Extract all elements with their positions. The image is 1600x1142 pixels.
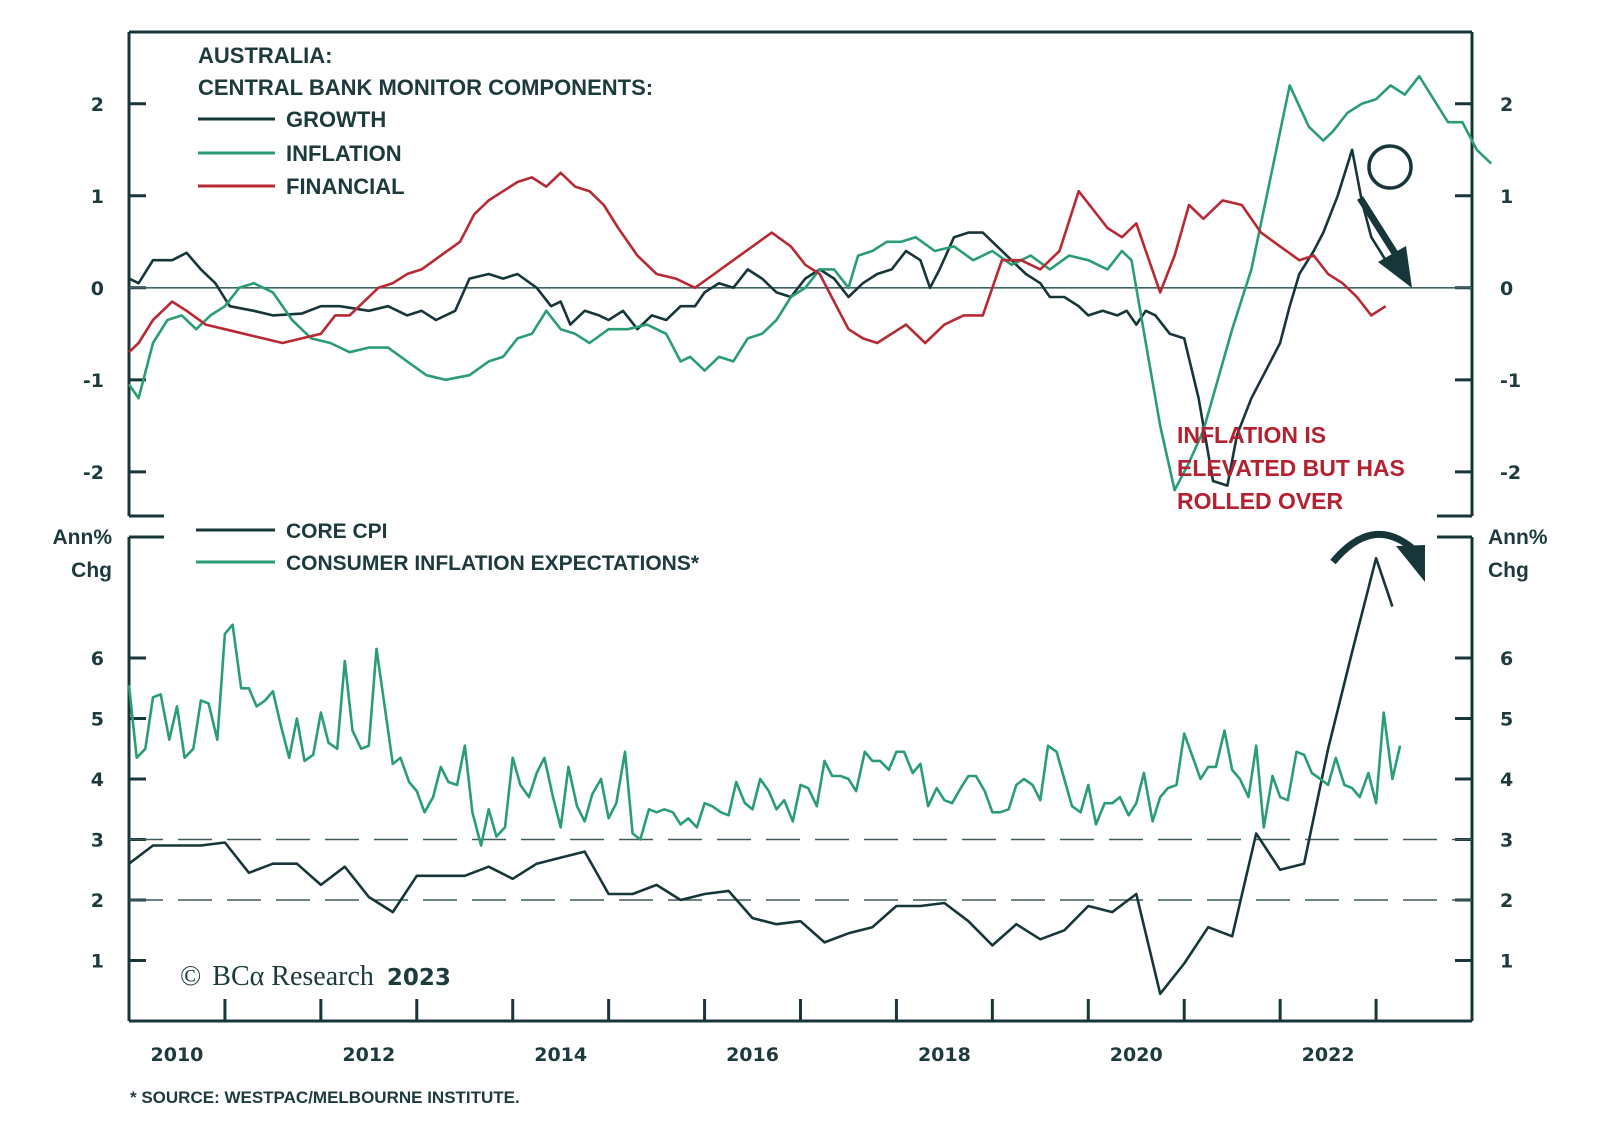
bottom-right-ytick-label: 5 (1500, 709, 1513, 731)
legend-label-growth: GROWTH (286, 107, 386, 132)
tick-labels: 2 2 1 1 0 0 -1 -1 -2 -2 6 6 5 5 4 4 3 3 2 2 1 1 2010 2012 2014 20… (83, 94, 1521, 1066)
copyright-brand: BCα Research (212, 961, 374, 992)
top-left-ytick-label: -1 (83, 370, 104, 392)
down-arrow-icon (1357, 196, 1412, 288)
legend-top: AUSTRALIA: CENTRAL BANK MONITOR COMPONEN… (198, 43, 653, 199)
legend-label-inflation: INFLATION (286, 141, 402, 166)
series-lines (127, 74, 1493, 996)
top-left-ytick-label: -2 (83, 462, 104, 484)
series-financial (128, 171, 1387, 354)
x-tick-label: 2020 (1110, 1044, 1163, 1066)
annotation-line-3: ROLLED OVER (1177, 488, 1344, 514)
bottom-left-ytick-label: 1 (91, 951, 104, 973)
x-tick-label: 2022 (1302, 1044, 1355, 1066)
copyright-year: 2023 (387, 965, 451, 991)
left-axis-unit-line2: Chg (71, 559, 112, 582)
footnote: * SOURCE: WESTPAC/MELBOURNE INSTITUTE. (130, 1088, 520, 1107)
highlight-circle-icon (1367, 144, 1413, 190)
bottom-right-ytick-label: 6 (1500, 648, 1513, 670)
axis-ticks (129, 102, 1472, 1021)
bottom-left-ytick-label: 6 (91, 648, 104, 670)
bottom-right-ytick-label: 4 (1500, 769, 1513, 791)
legend-label-consumer-expectations: CONSUMER INFLATION EXPECTATIONS* (286, 552, 700, 575)
top-left-ytick-label: 1 (91, 186, 104, 208)
series-inflation (127, 74, 1493, 492)
rollover-arrow-icon (1330, 531, 1425, 582)
annotation-line-2: ELEVATED BUT HAS (1177, 455, 1405, 481)
legend-bottom: CORE CPI CONSUMER INFLATION EXPECTATIONS… (196, 520, 700, 575)
bottom-right-ytick-label: 2 (1500, 890, 1513, 912)
bottom-right-ytick-label: 3 (1500, 830, 1513, 852)
chart-subtitle: CENTRAL BANK MONITOR COMPONENTS: (198, 75, 653, 100)
legend-label-core-cpi: CORE CPI (286, 520, 388, 543)
bottom-right-ytick-label: 1 (1500, 951, 1513, 973)
series-consumer-inflation-expectations (127, 623, 1402, 847)
bottom-left-ytick-label: 2 (91, 890, 104, 912)
top-left-ytick-label: 2 (91, 94, 104, 116)
bottom-left-ytick-label: 3 (91, 830, 104, 852)
top-right-ytick-label: 2 (1500, 94, 1513, 116)
series-growth (128, 148, 1393, 487)
copyright-symbol: © (180, 961, 201, 992)
copyright: © BCα Research 2023 (180, 961, 451, 992)
left-axis-unit-line1: Ann% (53, 526, 113, 549)
x-tick-label: 2010 (151, 1044, 204, 1066)
top-right-ytick-label: -1 (1500, 370, 1521, 392)
annotation: INFLATION IS ELEVATED BUT HAS ROLLED OVE… (1177, 422, 1405, 514)
chart-title: AUSTRALIA: (198, 43, 332, 68)
series-core-cpi (128, 556, 1394, 996)
annotation-line-1: INFLATION IS (1177, 422, 1326, 448)
x-tick-label: 2012 (342, 1044, 395, 1066)
x-tick-label: 2014 (534, 1044, 587, 1066)
top-right-ytick-label: -2 (1500, 462, 1521, 484)
top-left-ytick-label: 0 (91, 278, 104, 300)
right-axis-unit-line1: Ann% (1488, 526, 1548, 549)
reference-lines (129, 287, 1472, 901)
bottom-left-ytick-label: 5 (91, 709, 104, 731)
top-right-ytick-label: 0 (1500, 278, 1513, 300)
bottom-left-ytick-label: 4 (91, 769, 104, 791)
legend-label-financial: FINANCIAL (286, 174, 405, 199)
top-right-ytick-label: 1 (1500, 186, 1513, 208)
x-tick-label: 2018 (918, 1044, 971, 1066)
right-axis-unit-line2: Chg (1488, 559, 1529, 582)
x-tick-label: 2016 (726, 1044, 779, 1066)
